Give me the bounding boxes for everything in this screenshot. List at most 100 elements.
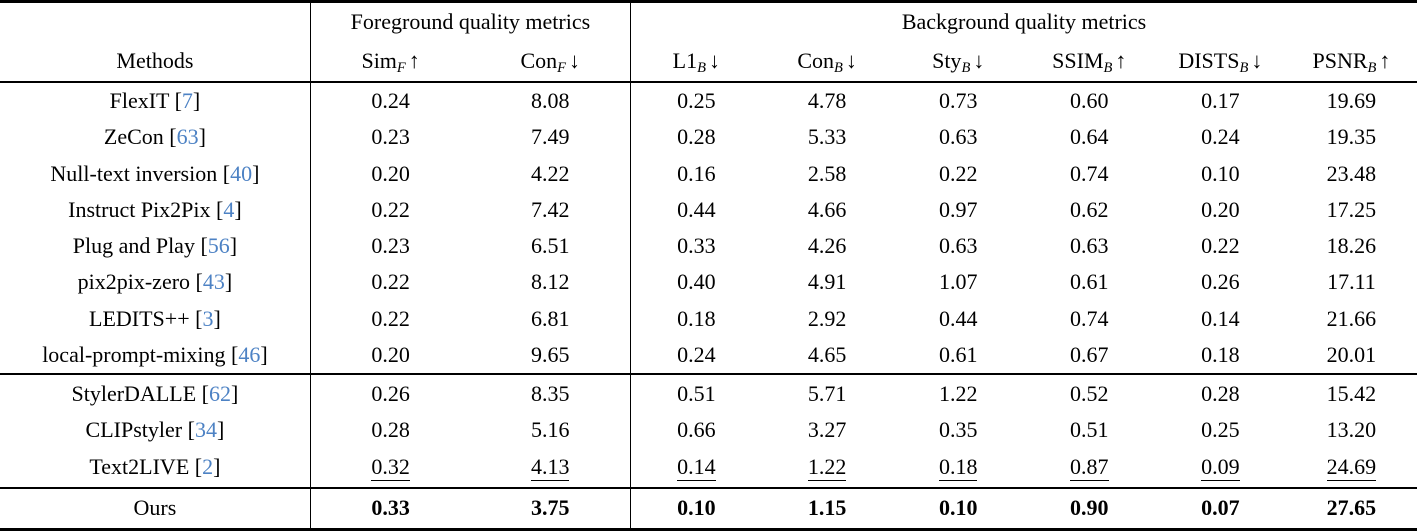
metric-value: 0.87 — [1070, 455, 1109, 481]
table-row-instruct-pix2pix: Instruct Pix2Pix [4] 0.22 7.42 0.44 4.66 0.97… — [0, 191, 1417, 228]
metric-value: 27.65 — [1326, 495, 1377, 521]
citation-link[interactable]: 63 — [176, 124, 199, 150]
value-cell: 0.20 — [309, 336, 471, 375]
method-name: Plug and Play — [72, 233, 195, 259]
metric-subscript: B — [1367, 59, 1377, 76]
method-cell: Text2LIVE [2] — [89, 454, 221, 480]
citation-link[interactable]: 2 — [202, 454, 214, 480]
metric-value: 1.22 — [807, 455, 847, 481]
value-cell: 0.26 — [1155, 264, 1286, 300]
value-cell: 8.12 — [470, 264, 630, 300]
value-cell: 0.10 — [630, 486, 762, 530]
metric-value: 0.35 — [938, 417, 978, 443]
metric-value: 0.14 — [677, 455, 716, 481]
metric-subscript: B — [834, 59, 843, 76]
arrow-up-icon: ↑ — [408, 47, 420, 73]
metric-value: 0.22 — [371, 305, 410, 331]
metric-value: 0.25 — [1201, 417, 1240, 443]
value-cell: 8.35 — [470, 373, 631, 412]
value-cell: 24.69 — [1286, 448, 1417, 487]
metric-value: 0.64 — [1070, 124, 1109, 150]
citation-link[interactable]: 46 — [238, 341, 261, 367]
metric-value: 6.51 — [530, 233, 570, 259]
value-cell: 0.28 — [309, 411, 471, 449]
metric-value: 18.26 — [1326, 233, 1377, 259]
value-cell: 0.23 — [309, 119, 471, 156]
citation-link[interactable]: 43 — [202, 269, 225, 295]
arrow-down-icon: ↓ — [845, 47, 857, 73]
table-row-null-text-inversion: Null-text inversion [40] 0.20 4.22 0.16 2.58… — [0, 155, 1417, 192]
citation-link[interactable]: 62 — [208, 380, 231, 406]
metric-value: 0.60 — [1070, 87, 1109, 113]
metric-value: 0.23 — [371, 124, 410, 150]
table-row-stylerdalle: StylerDALLE [62] 0.26 8.35 0.51 5.71 1.22 0.52… — [0, 373, 1417, 412]
arrow-up-icon: ↑ — [1379, 47, 1391, 73]
citation-link[interactable]: 40 — [230, 160, 253, 186]
metric-value: 0.20 — [1201, 196, 1240, 222]
metric-value: 0.74 — [1070, 160, 1109, 186]
metric-subscript: F — [557, 59, 567, 76]
metric-name: Sty — [932, 47, 962, 73]
column-header-sty-b: StyB ↓ — [892, 40, 1024, 83]
value-cell: 0.17 — [1155, 82, 1286, 120]
metric-value: 0.24 — [1201, 124, 1240, 150]
value-cell: 3.75 — [470, 486, 631, 530]
citation-link[interactable]: 3 — [202, 305, 214, 331]
metric-value: 0.16 — [677, 160, 716, 186]
arrow-down-icon: ↓ — [569, 47, 581, 73]
value-cell: 1.22 — [762, 448, 893, 487]
value-cell: 0.62 — [1024, 192, 1155, 228]
method-cell: StylerDALLE [62] — [0, 373, 311, 412]
metric-name: L1 — [672, 47, 698, 73]
metric-value: 0.51 — [1070, 417, 1109, 443]
metric-value: 0.52 — [1070, 380, 1109, 406]
metric-value: 13.20 — [1326, 417, 1377, 443]
metric-value: 0.66 — [677, 417, 716, 443]
citation-link[interactable]: 34 — [194, 417, 217, 443]
value-cell: 0.35 — [893, 412, 1024, 448]
value-cell: 0.25 — [1155, 412, 1286, 448]
metric-value: 0.63 — [938, 124, 978, 150]
metric-value: 0.23 — [371, 233, 410, 259]
table-row-local-prompt-mixing: local-prompt-mixing [46] 0.20 9.65 0.24 4.65… — [0, 336, 1417, 375]
arrow-down-icon: ↓ — [1251, 47, 1263, 73]
value-cell: 0.51 — [1024, 412, 1155, 448]
metric-value: 0.62 — [1070, 196, 1109, 222]
method-name: ZeCon — [103, 124, 164, 150]
metric-value: 4.13 — [530, 455, 570, 481]
table-row-zecon: ZeCon [63] 0.23 7.49 0.28 5.33 0.63 0.64 0.24 19… — [0, 119, 1417, 156]
metric-value: 0.90 — [1070, 495, 1109, 521]
citation-link[interactable]: 56 — [207, 233, 230, 259]
method-cell: Plug and Play [56] — [72, 233, 238, 259]
metric-value: 0.33 — [677, 233, 716, 259]
value-cell: 0.22 — [1155, 228, 1286, 264]
method-name: pix2pix-zero — [77, 269, 191, 295]
value-cell: 0.24 — [1155, 119, 1286, 155]
metric-value: 9.65 — [530, 341, 570, 367]
metric-value: 5.33 — [807, 124, 847, 150]
metric-value: 0.22 — [371, 269, 410, 295]
metric-value: 5.16 — [530, 417, 570, 443]
value-cell: 0.10 — [1155, 155, 1286, 191]
metric-value: 20.01 — [1326, 341, 1377, 367]
table-row-ledits-: LEDITS++ [3] 0.22 6.81 0.18 2.92 0.44 0.74 0.14… — [0, 300, 1417, 337]
group-header-row: Foreground quality metrics Background qu… — [0, 1, 1417, 41]
metric-value: 2.58 — [807, 160, 847, 186]
citation-link[interactable]: 7 — [181, 87, 193, 113]
table-row-ours: Ours 0.33 3.75 0.10 1.15 0.10 0.90 0.07 27.65 — [0, 486, 1417, 530]
value-cell: 5.71 — [761, 373, 893, 412]
value-cell: 0.10 — [892, 486, 1024, 530]
metric-value: 4.91 — [807, 269, 847, 295]
metric-value: 0.73 — [938, 87, 978, 113]
citation-link[interactable]: 4 — [223, 196, 235, 222]
value-cell: 0.14 — [1155, 300, 1286, 336]
value-cell: 4.66 — [762, 192, 893, 228]
value-cell: 6.51 — [470, 228, 630, 264]
metric-value: 0.24 — [677, 341, 716, 367]
value-cell: 6.81 — [470, 300, 630, 336]
value-cell: 20.01 — [1286, 337, 1417, 375]
metric-value: 0.44 — [677, 196, 716, 222]
value-cell: 5.33 — [762, 119, 893, 155]
value-cell: 27.65 — [1285, 486, 1417, 530]
